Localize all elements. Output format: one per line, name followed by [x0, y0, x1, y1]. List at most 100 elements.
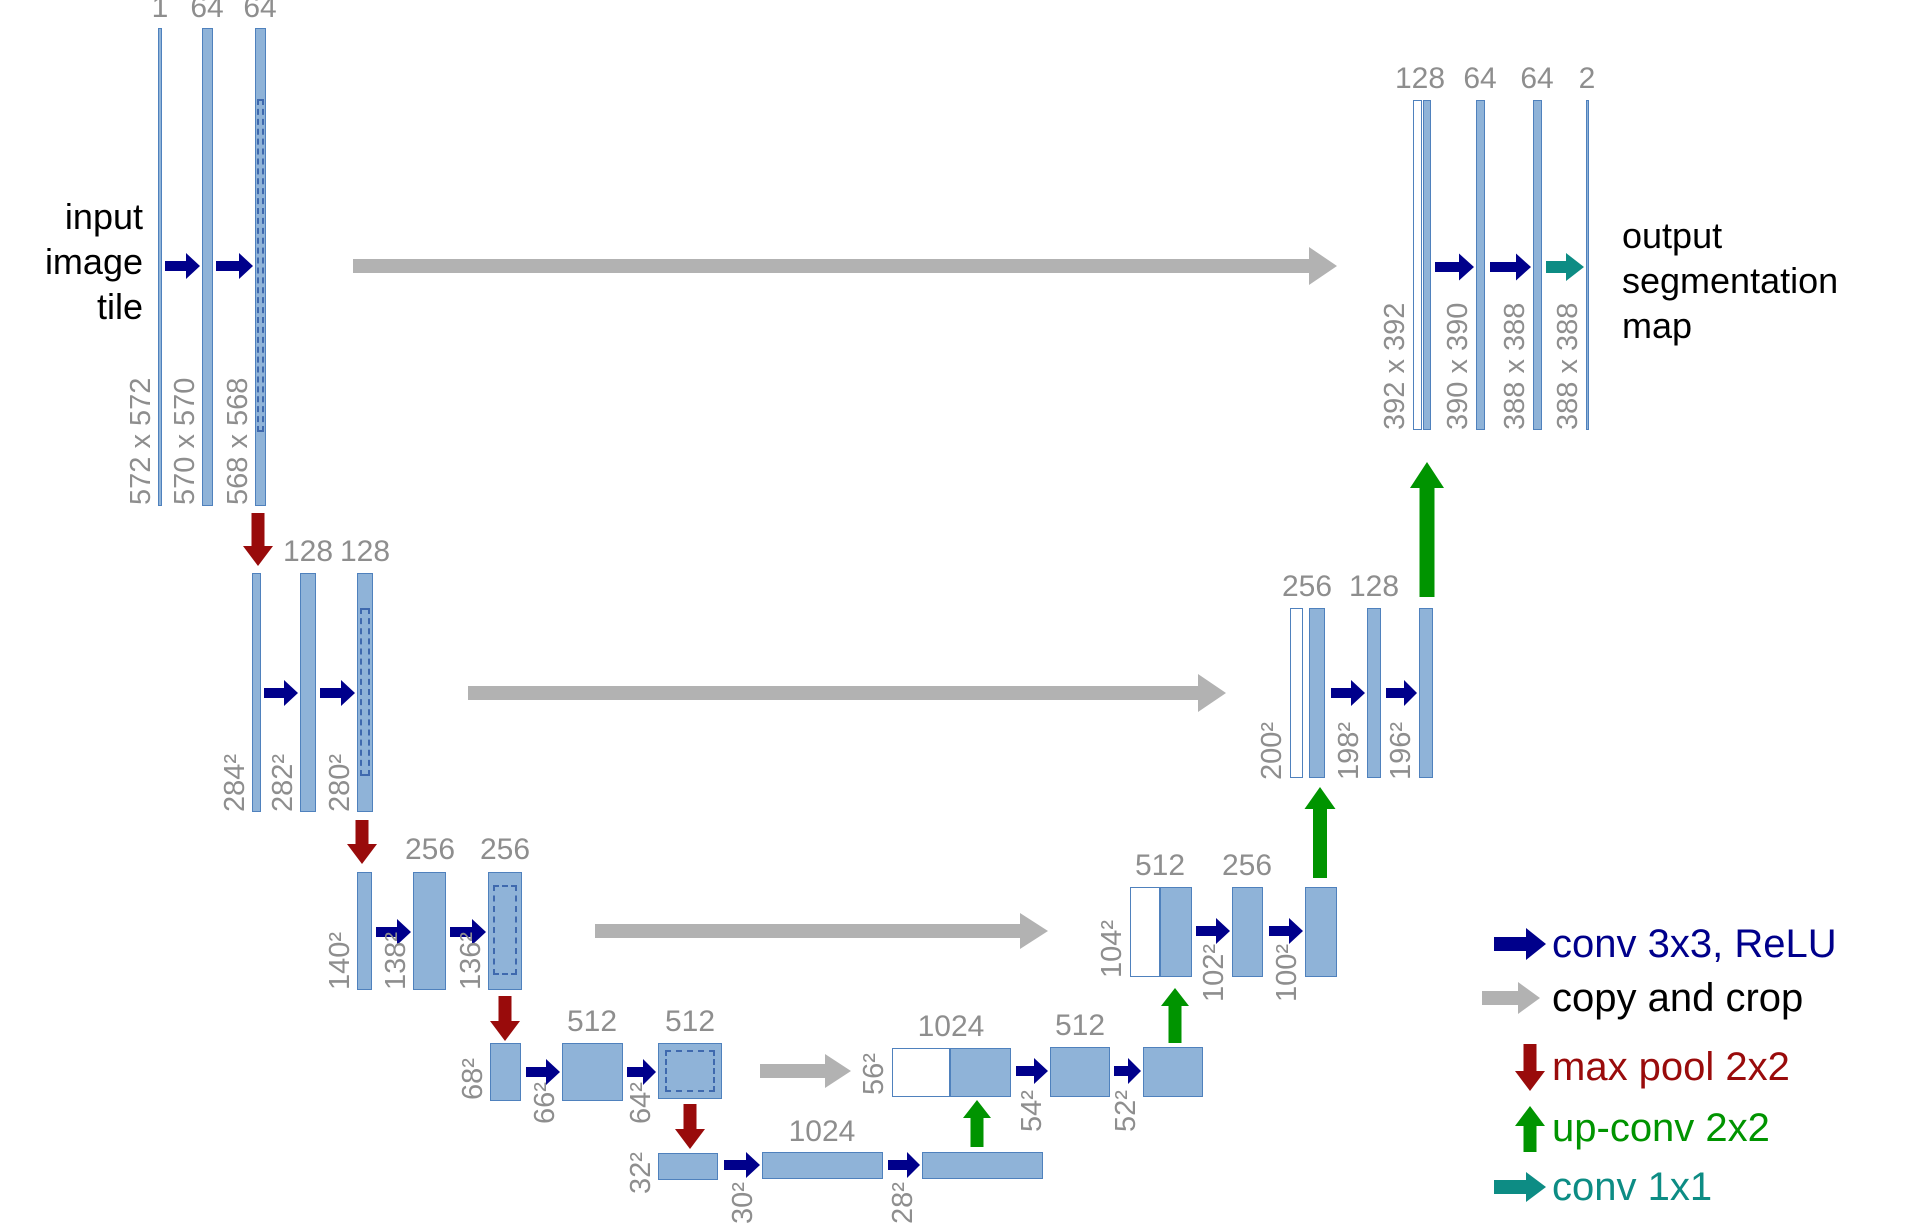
conv-3x3-arrow — [320, 680, 355, 706]
feature-map-size-label: 388 x 388 — [1552, 302, 1584, 430]
feature-map-box-enc4-2 — [562, 1043, 623, 1101]
feature-map-size-label: 102² — [1198, 943, 1230, 1002]
feature-map-bar-dec1-2 — [1476, 100, 1485, 430]
channel-count-label: 64 — [1463, 62, 1497, 95]
input-caption-line-2: image — [44, 241, 143, 282]
feature-map-size-label: 104² — [1096, 919, 1128, 978]
feature-map-box-dec3-3 — [1305, 887, 1337, 977]
conv-3x3-arrow — [1269, 918, 1303, 944]
legend-label-copy-crop: copy and crop — [1552, 976, 1804, 1020]
conv-3x3-arrow — [888, 1152, 920, 1178]
feature-map-box-enc4-3 — [658, 1043, 722, 1099]
channel-count-label: 256 — [1281, 570, 1333, 603]
crop-region-dashed-outline — [360, 608, 370, 776]
output-segmentation-map-caption: output segmentation map — [1622, 213, 1912, 348]
feature-map-bar-enc1-2 — [202, 28, 213, 506]
crop-region-dashed-outline — [493, 885, 517, 975]
channel-count-label: 256 — [479, 833, 531, 866]
legend-label-upconv: up-conv 2x2 — [1552, 1106, 1770, 1150]
feature-map-bar-dec2-3 — [1419, 608, 1433, 778]
feature-map-size-label: 64² — [625, 1082, 657, 1124]
feature-map-bar-enc1-3 — [255, 28, 266, 506]
feature-map-size-label: 28² — [887, 1182, 919, 1224]
conv-3x3-arrow — [1331, 680, 1365, 706]
channel-count-label: 512 — [1134, 849, 1186, 882]
channel-count-label: 1024 — [788, 1115, 856, 1148]
crop-region-dashed-outline — [665, 1050, 715, 1092]
legend-maxpool-arrow — [1515, 1044, 1545, 1091]
feature-map-size-label: 568 x 568 — [222, 377, 254, 505]
channel-count-label: 64 — [1520, 62, 1554, 95]
legend-upconv-arrow — [1515, 1106, 1545, 1152]
crop-region-dashed-outline — [257, 99, 264, 432]
feature-map-bar-dec1-1 — [1423, 100, 1431, 430]
conv-3x3-arrow — [1114, 1058, 1141, 1084]
feature-map-size-label: 284² — [219, 753, 251, 812]
legend-conv1x1-arrow — [1494, 1172, 1546, 1202]
feature-map-size-label: 198² — [1333, 721, 1365, 780]
feature-map-bar-enc3-1 — [357, 872, 372, 990]
copy-and-crop-arrow — [595, 913, 1048, 949]
feature-map-box-enc4-1 — [490, 1043, 521, 1101]
feature-map-size-label: 196² — [1385, 721, 1417, 780]
copied-feature-map-box-dec3 — [1130, 887, 1160, 977]
feature-map-bar-enc2-1 — [252, 573, 261, 812]
channel-count-label: 1024 — [917, 1010, 985, 1043]
channel-count-label: 512 — [1054, 1009, 1106, 1042]
copied-feature-map-box-dec4 — [892, 1048, 950, 1097]
conv-3x3-arrow — [1016, 1058, 1048, 1084]
copy-and-crop-arrow — [468, 674, 1226, 712]
feature-map-size-label: 30² — [727, 1182, 759, 1224]
up-conv-arrow — [963, 1100, 991, 1147]
feature-map-bar-enc3-2 — [413, 872, 446, 990]
up-conv-arrow — [1161, 988, 1189, 1043]
feature-map-size-label: 388 x 388 — [1499, 302, 1531, 430]
feature-map-bar-dec1-3 — [1533, 100, 1542, 430]
conv-3x3-arrow — [264, 680, 298, 706]
input-caption-line-1: input — [64, 196, 143, 237]
feature-map-bar-dec2-1 — [1309, 608, 1325, 778]
feature-map-box-dec4-3 — [1143, 1047, 1203, 1097]
conv-3x3-arrow — [165, 253, 200, 279]
channel-count-label: 128 — [1348, 570, 1400, 603]
conv-3x3-arrow — [1490, 253, 1531, 281]
output-caption-line-2: segmentation — [1622, 260, 1839, 301]
feature-map-size-label: 390 x 390 — [1442, 302, 1474, 430]
channel-count-label: 128 — [339, 535, 391, 568]
channel-count-label: 1 — [151, 0, 169, 24]
copy-and-crop-arrow — [760, 1054, 851, 1088]
feature-map-bar-enc2-2 — [300, 573, 316, 812]
legend-conv3x3-arrow — [1494, 928, 1546, 960]
feature-map-box-dec4-1 — [950, 1048, 1011, 1097]
feature-map-size-label: 32² — [625, 1152, 657, 1194]
channel-count-label: 512 — [664, 1005, 716, 1038]
legend-label-maxpool: max pool 2x2 — [1552, 1045, 1790, 1089]
feature-map-size-label: 52² — [1110, 1090, 1142, 1132]
legend-copy-crop-arrow — [1482, 982, 1540, 1014]
legend-label-conv1x1: conv 1x1 — [1552, 1165, 1713, 1209]
channel-count-label: 256 — [1221, 849, 1273, 882]
copied-feature-map-bar-dec1 — [1413, 100, 1422, 430]
input-caption-line-3: tile — [96, 286, 143, 327]
output-caption-line-1: output — [1622, 215, 1723, 256]
channel-count-label: 256 — [404, 833, 456, 866]
conv-3x3-arrow — [724, 1152, 760, 1178]
copied-feature-map-bar-dec2 — [1290, 608, 1303, 778]
channel-count-label: 64 — [190, 0, 224, 24]
feature-map-box-dec3-2 — [1232, 887, 1263, 977]
input-image-tile-caption: input image tile — [0, 194, 143, 329]
feature-map-size-label: 56² — [858, 1053, 890, 1095]
output-caption-line-3: map — [1622, 305, 1693, 346]
feature-map-size-label: 54² — [1016, 1090, 1048, 1132]
feature-map-bar-enc1-1 — [158, 28, 162, 506]
feature-map-box-dec3-1 — [1160, 887, 1192, 977]
channel-count-label: 512 — [566, 1005, 618, 1038]
feature-map-bar-enc2-3 — [357, 573, 373, 812]
feature-map-size-label: 570 x 570 — [169, 377, 201, 505]
feature-map-size-label: 282² — [267, 753, 299, 812]
feature-map-box-bottleneck-2 — [762, 1152, 883, 1179]
conv-3x3-arrow — [216, 253, 253, 279]
feature-map-size-label: 138² — [380, 931, 412, 990]
feature-map-size-label: 100² — [1271, 943, 1303, 1002]
